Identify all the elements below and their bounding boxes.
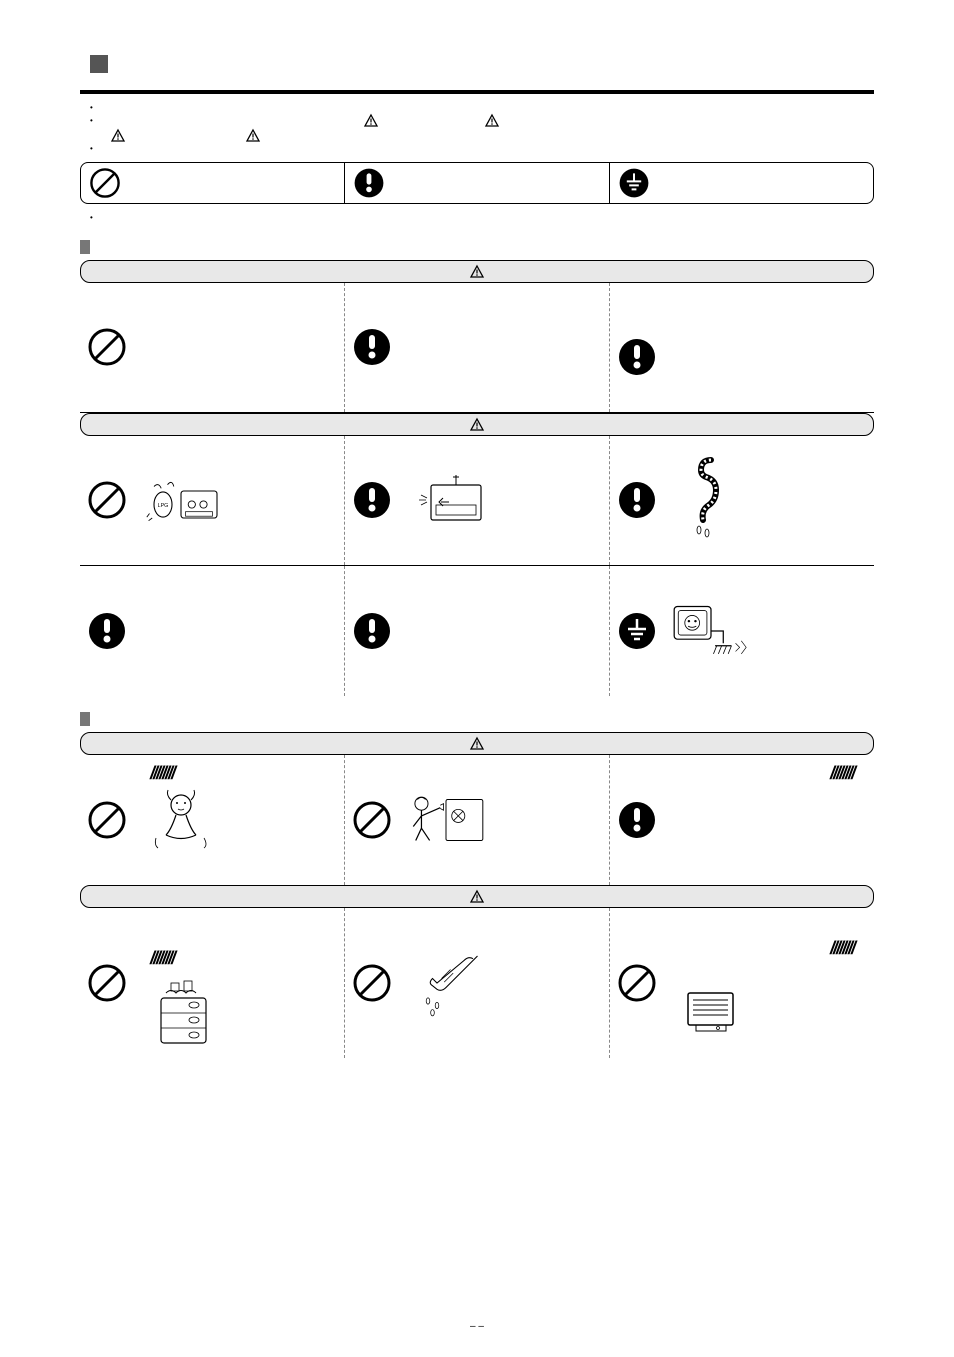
cell-5-1: ////////: [80, 908, 345, 1058]
mandatory-icon: [617, 337, 657, 377]
prohibit-icon: [89, 167, 121, 199]
warning-header-1: [80, 260, 874, 283]
ground-icon: [617, 611, 657, 651]
mandatory-icon: [352, 327, 392, 367]
cell-5-3: ////////: [610, 908, 874, 1058]
legend-mandatory: [345, 163, 609, 203]
hatching-mark: ////////: [150, 948, 174, 969]
section-1-marker: [80, 240, 874, 254]
lpg-outdoor-illustration: LPG: [136, 460, 226, 540]
cell-3-1: [80, 566, 345, 696]
warning-row-1: [80, 283, 874, 413]
warning-triangle-icon: [469, 736, 485, 751]
warning-triangle-icon: [484, 113, 500, 128]
mandatory-icon: [352, 480, 392, 520]
hatching-mark: ////////: [830, 938, 854, 959]
heater-illustration: [666, 968, 756, 1048]
caution-row-1: LPG: [80, 436, 874, 566]
prohibit-icon: [617, 963, 657, 1003]
cell-4-1: ////////: [80, 755, 345, 885]
warning-triangle-icon: [363, 113, 379, 128]
prohibit-icon: [87, 800, 127, 840]
prohibit-icon: [87, 327, 127, 367]
cell-1-3: [610, 283, 874, 412]
hand-drops-illustration: [401, 943, 491, 1023]
mandatory-icon: [353, 167, 385, 199]
prohibit-icon: [87, 480, 127, 520]
warning-triangle-icon: [245, 128, 261, 143]
warning-triangle-icon: [469, 264, 485, 279]
warning-triangle-icon: [110, 128, 126, 143]
warning-triangle-icon: [469, 417, 485, 432]
page-number: – –: [0, 1321, 954, 1332]
caution-header-2: [80, 885, 874, 908]
prohibit-icon: [352, 800, 392, 840]
cell-5-2: [345, 908, 610, 1058]
cell-4-3: ////////: [610, 755, 874, 885]
ac-unit-illustration: [401, 460, 491, 540]
intro-bullets: [80, 102, 874, 154]
cell-1-2: [345, 283, 610, 412]
cell-2-3: [610, 436, 874, 565]
cell-3-3: [610, 566, 874, 696]
cell-2-2: [345, 436, 610, 565]
symbol-legend: [80, 162, 874, 204]
caution-row-3: ////////: [80, 908, 874, 1058]
cell-2-1: LPG: [80, 436, 345, 565]
ground-icon: [618, 167, 650, 199]
cell-4-2: [345, 755, 610, 885]
svg-text:LPG: LPG: [158, 503, 169, 509]
ground-outlet-illustration: [666, 591, 756, 671]
prohibit-icon: [352, 963, 392, 1003]
header-divider: [80, 90, 874, 94]
person-sitting-illustration: [136, 780, 226, 860]
stacked-items-illustration: [136, 968, 226, 1048]
cell-1-1: [80, 283, 345, 412]
hose-drip-illustration: [666, 460, 756, 540]
mandatory-icon: [617, 800, 657, 840]
caution-header-1: [80, 413, 874, 436]
warning-row-2: ////////: [80, 755, 874, 885]
warning-header-2: [80, 732, 874, 755]
cell-3-2: [345, 566, 610, 696]
post-legend-bullet: [80, 212, 874, 223]
hatching-mark: ////////: [150, 763, 174, 784]
mandatory-icon: [87, 611, 127, 651]
mandatory-icon: [617, 480, 657, 520]
warning-triangle-icon: [469, 889, 485, 904]
mandatory-icon: [352, 611, 392, 651]
hatching-mark: ////////: [830, 763, 854, 784]
child-touching-illustration: [401, 780, 491, 860]
section-2-marker: [80, 712, 874, 726]
prohibit-icon: [87, 963, 127, 1003]
legend-prohibit: [81, 163, 345, 203]
caution-row-2: [80, 566, 874, 696]
section-marker-large: [90, 55, 108, 73]
legend-ground: [610, 163, 873, 203]
